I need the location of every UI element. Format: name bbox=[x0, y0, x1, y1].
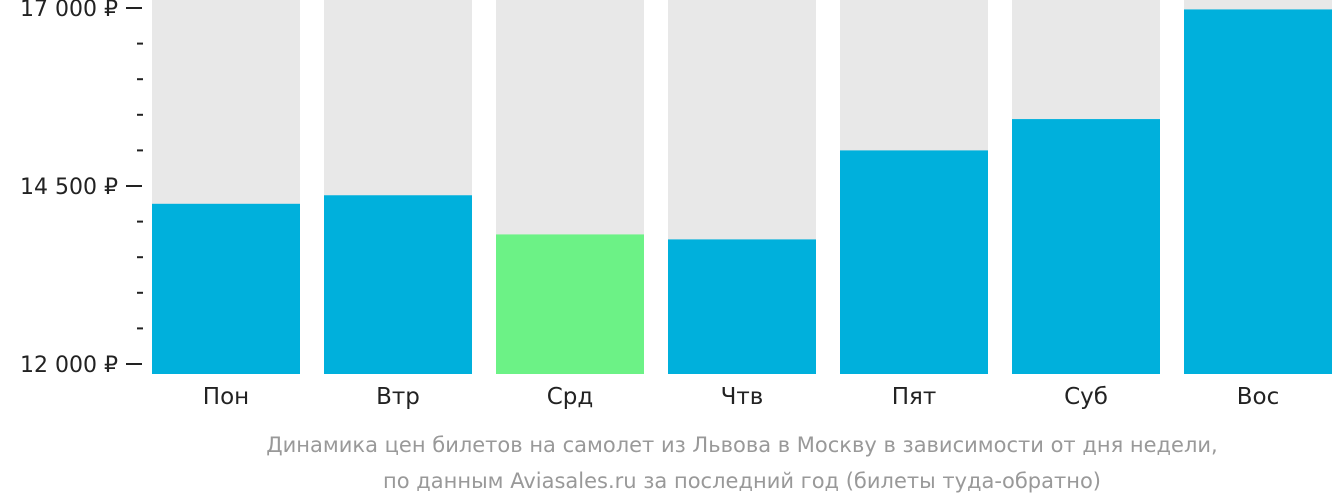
x-tick-label: Чтв bbox=[721, 384, 764, 410]
bar-7 bbox=[1184, 9, 1332, 374]
x-tick-label: Втр bbox=[376, 384, 420, 410]
x-tick-label: Пон bbox=[203, 384, 249, 410]
x-tick-label: Суб bbox=[1064, 384, 1108, 410]
x-axis: Пон Втр Срд Чтв Пят Суб Вос bbox=[203, 384, 1279, 410]
bar-4 bbox=[668, 239, 816, 374]
bar-1 bbox=[152, 203, 300, 374]
y-tick-label: 14 500 ₽ bbox=[20, 175, 118, 200]
chart-caption: Динамика цен билетов на самолет из Львов… bbox=[266, 433, 1217, 493]
bar-5 bbox=[840, 150, 988, 374]
caption-line-1: Динамика цен билетов на самолет из Львов… bbox=[266, 433, 1217, 457]
x-tick-label: Пят bbox=[892, 384, 937, 410]
bar-3 bbox=[496, 234, 644, 374]
caption-line-2: по данным Aviasales.ru за последний год … bbox=[383, 469, 1101, 493]
y-tick-label: 17 000 ₽ bbox=[20, 0, 118, 22]
x-tick-label: Вос bbox=[1237, 384, 1280, 410]
x-tick-label: Срд bbox=[547, 384, 594, 410]
bar-6 bbox=[1012, 119, 1160, 375]
y-tick-label: 12 000 ₽ bbox=[20, 353, 118, 378]
bar-2 bbox=[324, 195, 472, 374]
bars bbox=[152, 9, 1332, 375]
y-axis: 12 000 ₽ 14 500 ₽ 17 000 ₽ bbox=[20, 0, 143, 378]
